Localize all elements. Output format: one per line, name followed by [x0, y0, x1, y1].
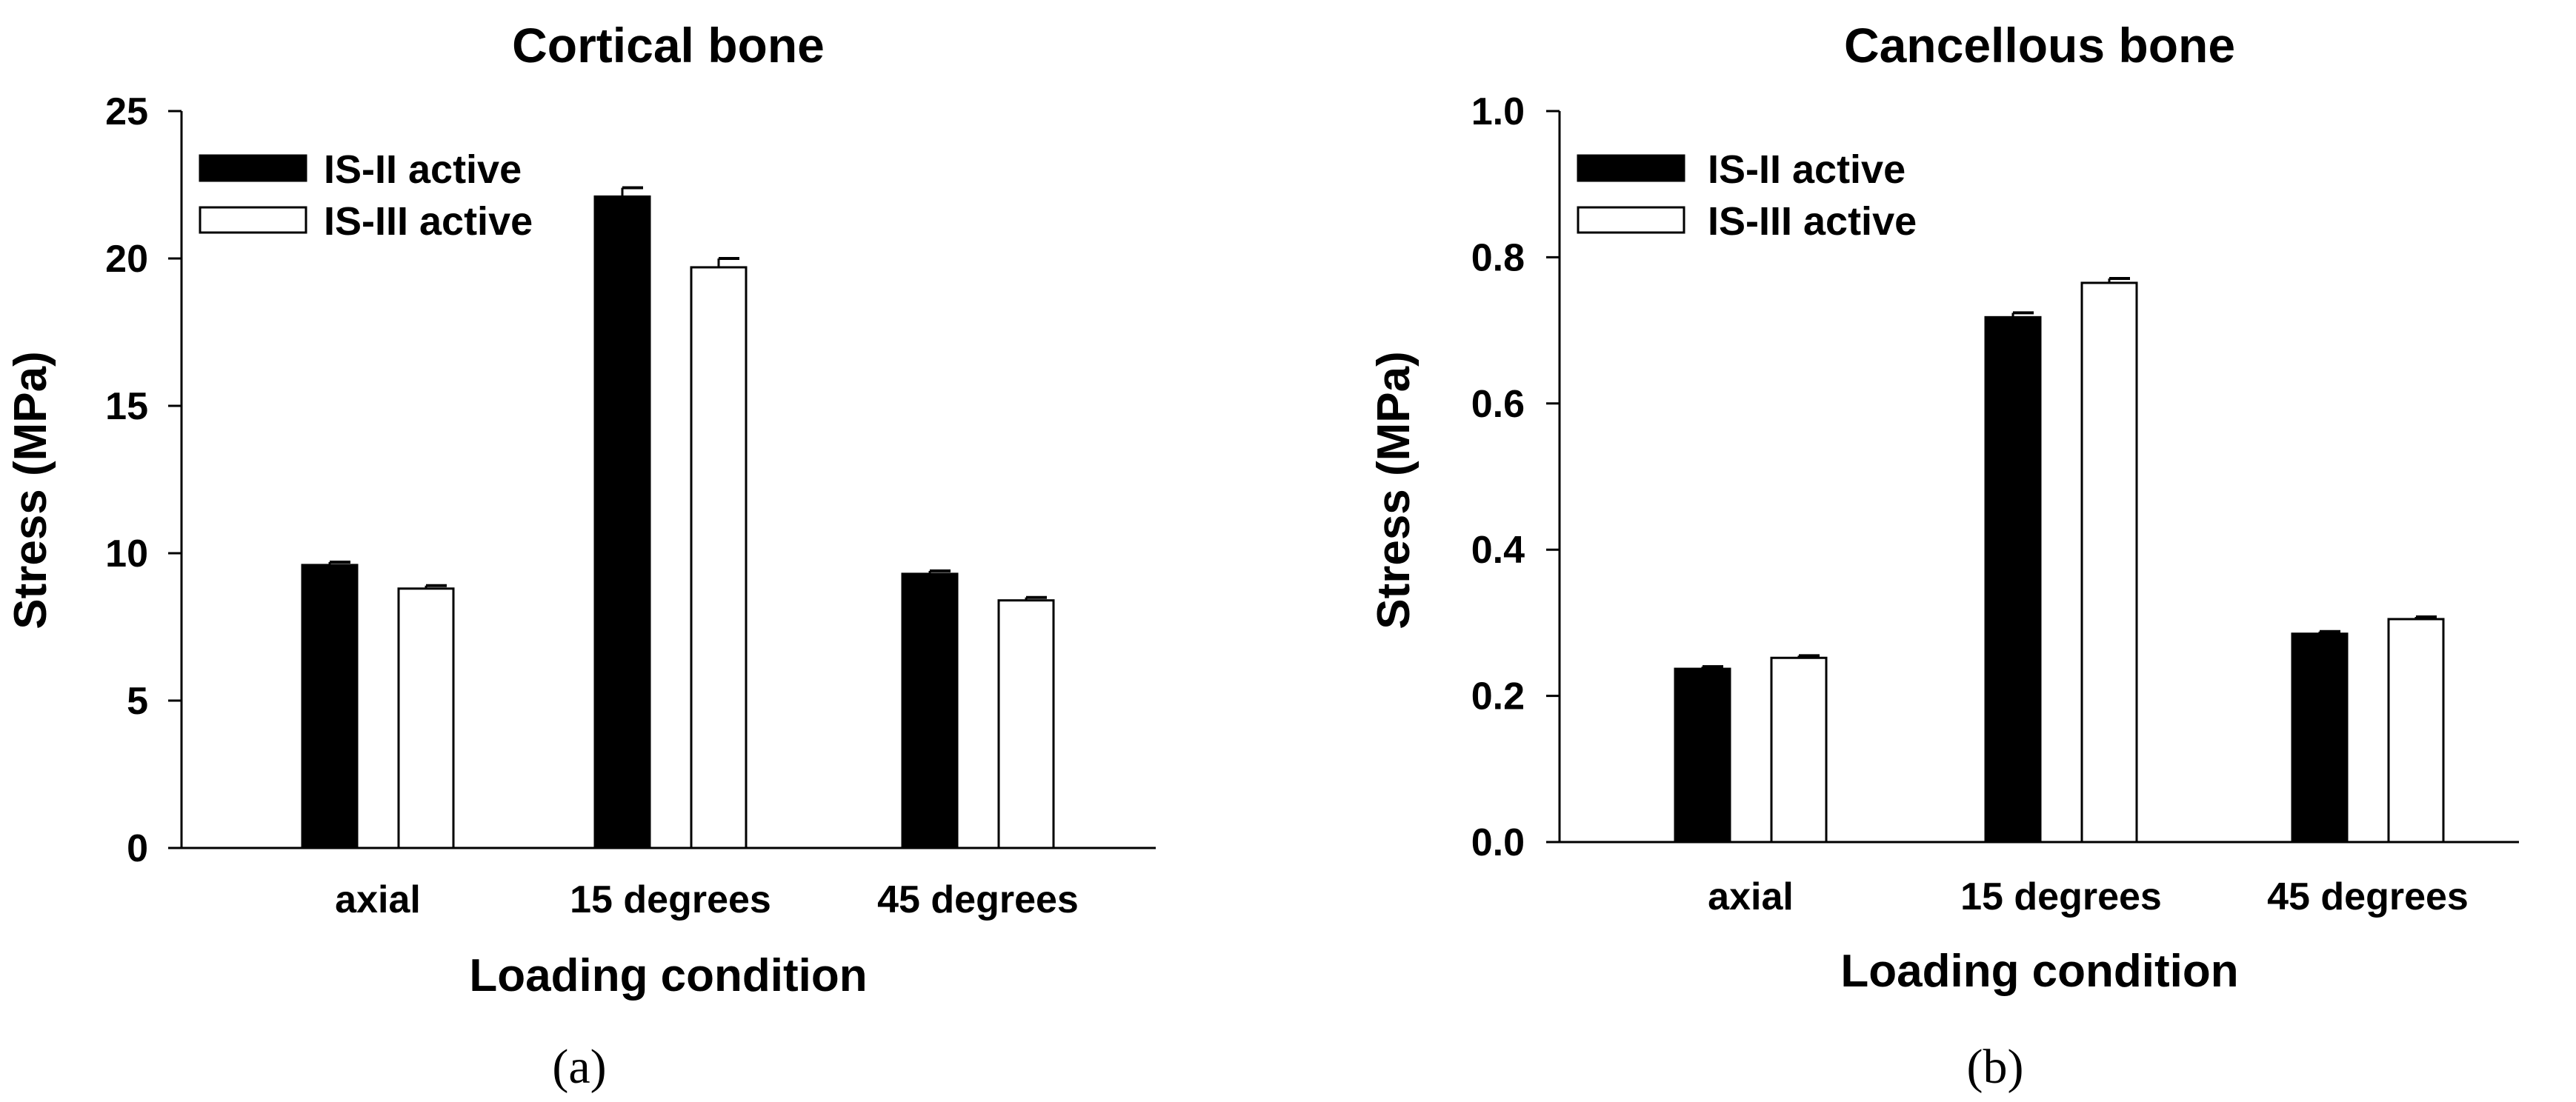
- bar-series-1: [301, 564, 359, 849]
- bars: [1674, 277, 2445, 844]
- bar-series-1: [901, 572, 959, 849]
- panel-label: (b): [1967, 1040, 2024, 1094]
- y-axis-label: Stress (MPa): [1368, 351, 1420, 630]
- y-tick-label: 0.2: [1471, 675, 1525, 718]
- y-axis-label: Stress (MPa): [5, 351, 56, 630]
- y-tick-label: 0.4: [1471, 529, 1525, 572]
- bar-series-1: [593, 195, 651, 849]
- legend-swatch-series-1: [1577, 154, 1685, 182]
- legend-swatch-series-1: [199, 154, 307, 182]
- bar-series-2: [1770, 656, 1828, 844]
- x-tick-label: axial: [1708, 875, 1794, 918]
- legend: IS-II active IS-III active: [1577, 147, 1917, 244]
- x-tick-label: 15 degrees: [570, 878, 771, 921]
- x-tick-label: axial: [335, 878, 421, 921]
- y-tick-label: 0: [127, 827, 148, 870]
- y-tick-label: 25: [105, 90, 148, 133]
- bar-series-1: [1674, 667, 1731, 844]
- bar-series-2: [997, 599, 1055, 849]
- bar-series-2: [690, 266, 748, 849]
- y-ticks: 0 5 10 15 20 25: [105, 90, 182, 870]
- bar-series-2: [2080, 281, 2138, 844]
- legend-label-series-2: IS-III active: [1708, 199, 1917, 244]
- chart-cancellous-bone: Cancellous bone Stress (MPa) Loading con…: [1368, 18, 2519, 1094]
- x-ticks: axial 15 degrees 45 degrees: [335, 878, 1079, 921]
- chart-title: Cortical bone: [512, 18, 825, 73]
- y-tick-label: 0.8: [1471, 236, 1525, 279]
- bar-series-2: [397, 587, 455, 849]
- x-tick-label: 45 degrees: [2267, 875, 2469, 918]
- panel-label: (a): [552, 1040, 606, 1094]
- chart-title: Cancellous bone: [1844, 18, 2235, 73]
- bar-series-1: [2291, 632, 2349, 844]
- y-tick-label: 0.0: [1471, 821, 1525, 864]
- y-tick-label: 5: [127, 680, 148, 723]
- legend: IS-II active IS-III active: [199, 147, 533, 244]
- y-tick-label: 0.6: [1471, 383, 1525, 426]
- y-tick-label: 10: [105, 532, 148, 575]
- bar-series-1: [1984, 315, 2042, 844]
- x-ticks: axial 15 degrees 45 degrees: [1708, 875, 2469, 918]
- y-tick-label: 20: [105, 238, 148, 281]
- x-tick-label: 45 degrees: [877, 878, 1079, 921]
- y-tick-label: 1.0: [1471, 90, 1525, 133]
- y-ticks: 0.0 0.2 0.4 0.6 0.8 1.0: [1471, 90, 1560, 864]
- legend-swatch-series-2: [199, 206, 307, 234]
- x-tick-label: 15 degrees: [1960, 875, 2162, 918]
- legend-label-series-1: IS-II active: [1708, 147, 1906, 192]
- x-axis-label: Loading condition: [1840, 946, 2238, 997]
- x-axis-label: Loading condition: [469, 950, 867, 1001]
- legend-swatch-series-2: [1577, 206, 1685, 234]
- bars: [301, 186, 1055, 849]
- legend-label-series-2: IS-III active: [324, 199, 533, 244]
- bar-series-2: [2387, 618, 2445, 844]
- chart-cortical-bone: Cortical bone Stress (MPa) Loading condi…: [5, 18, 1156, 1094]
- y-tick-label: 15: [105, 385, 148, 428]
- legend-label-series-1: IS-II active: [324, 147, 522, 192]
